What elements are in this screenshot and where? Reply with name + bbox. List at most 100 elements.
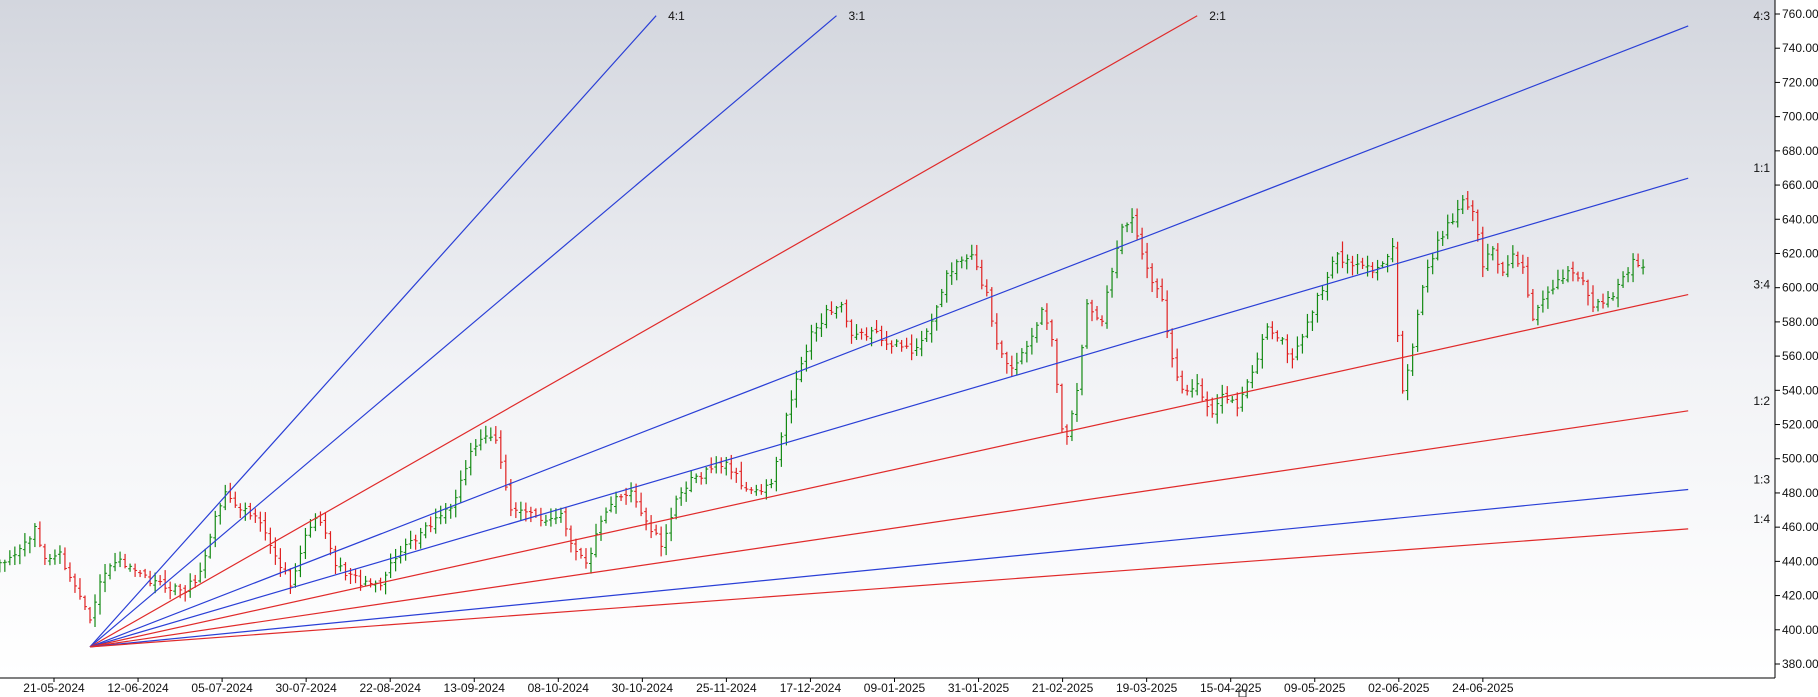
price-bar [1305, 313, 1310, 339]
price-bar [854, 324, 859, 340]
price-bar [518, 501, 523, 521]
price-bar [37, 521, 42, 548]
price-bar [263, 512, 268, 541]
price-bar [834, 305, 839, 319]
price-bar [1135, 208, 1140, 240]
price-bar [609, 496, 614, 513]
price-bar [1074, 382, 1079, 422]
price-bar [1490, 246, 1495, 261]
price-bar [1560, 269, 1565, 285]
price-bar [1575, 271, 1580, 282]
x-tick-label: 09-05-2025 [1284, 681, 1346, 695]
price-bar [1530, 288, 1535, 322]
price-bar [1510, 245, 1515, 269]
price-bar [819, 313, 824, 337]
price-bar [664, 524, 669, 556]
price-bar [1500, 261, 1505, 277]
price-bar [113, 552, 118, 572]
x-tick-label: 12-06-2024 [107, 681, 169, 695]
price-bar [238, 503, 243, 519]
price-bar [614, 491, 619, 514]
price-bar [458, 470, 463, 503]
price-bar [543, 514, 548, 526]
price-bar [468, 442, 473, 476]
price-bar [1090, 299, 1094, 322]
price-bar [774, 456, 779, 492]
price-bar [1190, 379, 1195, 398]
price-bar [1235, 392, 1240, 417]
gann-fan-label: 4:1 [668, 9, 685, 23]
price-bar [1009, 355, 1014, 377]
price-bar [47, 553, 52, 566]
price-bar [203, 548, 208, 579]
price-bar [363, 575, 368, 586]
price-bar [333, 545, 338, 575]
price-bar [999, 340, 1004, 359]
price-bar [924, 328, 929, 342]
scroll-handle-icon[interactable] [1238, 689, 1247, 697]
price-bar [353, 568, 358, 584]
price-bar [498, 430, 503, 469]
price-bar [1210, 397, 1215, 418]
bottom-axis-background [0, 678, 1775, 697]
price-bar [508, 478, 513, 517]
price-bar [1565, 266, 1570, 283]
price-bar [268, 527, 273, 554]
price-bar [864, 327, 869, 341]
price-bar [1621, 271, 1626, 288]
price-bar [1420, 284, 1425, 316]
gann-line-3-1 [89, 15, 837, 648]
gann-line-4-1 [89, 15, 657, 648]
gann-line-1-1 [89, 177, 1689, 648]
price-bar [563, 506, 568, 537]
price-bar [148, 570, 153, 587]
plot-background [0, 0, 1775, 678]
price-bar [473, 439, 478, 457]
price-bar [173, 583, 178, 596]
price-bar [1475, 209, 1480, 242]
x-tick-label: 15-04-2025 [1200, 681, 1262, 695]
price-bar [1014, 352, 1019, 376]
y-tick-label: 660.00 [1782, 178, 1818, 192]
price-bar [88, 606, 92, 624]
price-bar [1405, 364, 1410, 401]
price-bar [1280, 337, 1285, 345]
price-bar [1130, 208, 1135, 234]
price-bar [1059, 383, 1064, 433]
price-bar [1410, 343, 1415, 376]
price-bar [1155, 278, 1160, 299]
x-tick-label: 24-06-2025 [1452, 681, 1514, 695]
price-bar [1079, 344, 1084, 396]
price-bar [67, 562, 72, 582]
price-bar [583, 548, 588, 569]
x-tick-label: 02-06-2025 [1368, 681, 1430, 695]
price-bar [1340, 241, 1345, 269]
price-bar [233, 491, 238, 508]
gann-fan-label: 3:4 [1753, 278, 1770, 292]
y-tick-label: 560.00 [1782, 349, 1818, 363]
price-bar [1310, 310, 1315, 331]
price-bar [1295, 336, 1300, 361]
price-bar [1545, 286, 1550, 309]
price-bar [453, 489, 458, 518]
price-bar [103, 564, 108, 593]
price-bar [694, 473, 699, 484]
gann-fan-label: 3:1 [848, 9, 865, 23]
price-bar [273, 537, 278, 565]
price-bar [573, 538, 578, 561]
price-bar [1250, 365, 1255, 389]
price-bar [1160, 278, 1165, 302]
price-bar [1631, 253, 1636, 283]
price-bar [1555, 269, 1560, 290]
price-bar [894, 339, 899, 347]
price-bar [1275, 330, 1280, 342]
price-bar [558, 507, 563, 523]
x-tick-label: 08-10-2024 [528, 681, 590, 695]
price-bar [1095, 305, 1100, 321]
price-bar [699, 472, 704, 485]
right-axis-background [1775, 0, 1818, 697]
price-bar [944, 270, 949, 303]
price-bar [1540, 290, 1545, 313]
price-bar [528, 506, 533, 523]
